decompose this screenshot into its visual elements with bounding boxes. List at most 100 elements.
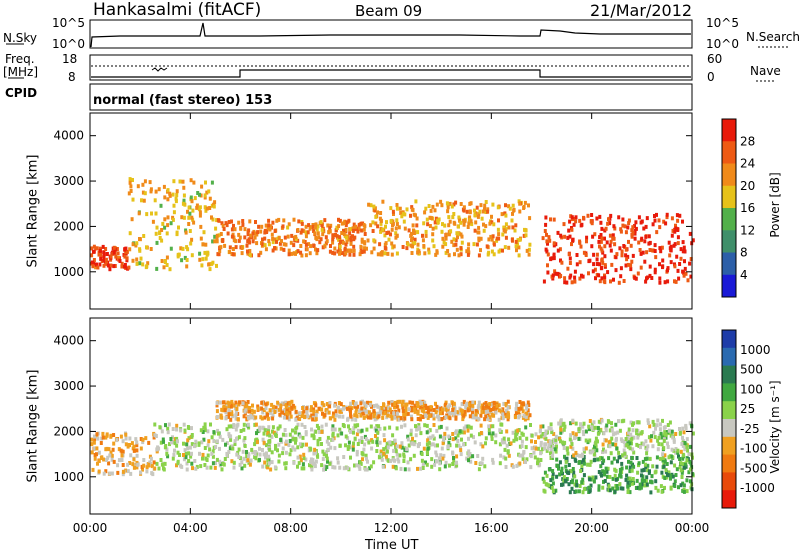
data-cell [390,241,394,246]
data-cell [640,430,644,435]
data-cell [309,244,313,249]
data-cell [368,466,371,471]
data-cell [539,458,543,462]
data-cell [445,426,449,431]
data-cell [675,467,679,472]
colorbar-swatch [722,330,736,349]
data-cell [313,447,317,452]
data-cell [456,433,460,438]
data-cell [204,242,208,247]
data-cell [642,226,646,231]
data-cell [462,222,466,227]
data-cell [600,226,604,231]
data-cell [344,223,348,228]
data-cell [644,479,648,484]
data-cell [507,413,510,418]
data-cell [241,219,245,223]
data-cell [397,408,401,413]
data-cell [382,407,386,412]
data-cell [240,466,244,471]
data-cell [238,456,242,461]
data-cell [331,465,335,470]
data-cell [109,450,113,455]
data-cell [411,223,415,228]
data-cell [328,226,332,231]
data-cell [149,461,153,466]
data-cell [554,271,558,276]
data-cell [679,449,683,454]
data-cell [169,221,173,226]
colorbar-swatch [722,208,736,231]
y-tick-label: 2000 [53,424,84,438]
data-cell [578,276,582,281]
data-cell [459,220,463,225]
data-cell [149,189,153,194]
data-cell [486,417,490,422]
data-cell [667,470,671,475]
data-cell [237,238,241,243]
data-cell [604,449,608,454]
data-cell [369,223,373,228]
data-cell [295,425,299,430]
data-cell [313,461,317,466]
data-cell [479,236,483,241]
data-cell [522,450,526,454]
data-cell [686,278,690,283]
data-cell [590,244,594,249]
data-cell [373,426,377,431]
data-cell [100,455,104,460]
data-cell [515,463,519,468]
data-cell [517,410,521,415]
data-cell [340,231,344,235]
data-cell [423,400,427,405]
data-cell [621,223,625,228]
data-cell [335,225,339,230]
data-cell [227,414,231,419]
data-cell [582,421,586,426]
data-cell [362,415,366,420]
data-cell [569,469,573,474]
data-cell [674,447,678,451]
data-cell [448,201,452,206]
data-cell [604,428,608,433]
data-cell [135,440,139,445]
data-cell [618,482,622,487]
data-cell [623,443,627,448]
data-cell [600,265,604,270]
data-cell [323,464,327,469]
data-cell [631,477,635,481]
data-cell [230,219,233,224]
data-cell [148,454,152,459]
data-cell [543,470,547,475]
data-cell [570,227,574,232]
data-cell [299,244,303,248]
data-cell [643,457,647,462]
data-cell [248,249,252,253]
data-cell [292,460,296,465]
data-cell [522,413,526,418]
data-cell [211,449,215,454]
data-cell [394,442,397,447]
data-cell [277,407,281,412]
data-cell [630,234,634,239]
data-cell [460,234,464,239]
data-cell [684,426,688,431]
data-cell [564,459,568,464]
data-cell [331,240,335,245]
data-cell [530,439,533,444]
data-cell [541,424,545,429]
data-cell [573,474,577,479]
data-cell [416,401,419,406]
data-cell [507,225,511,230]
data-cell [516,428,520,433]
data-cell [124,432,128,437]
data-cell [450,204,454,209]
data-cell [307,242,311,247]
data-cell [673,484,677,488]
data-cell [582,447,586,452]
data-cell [201,242,205,247]
data-cell [387,400,391,405]
data-cell [222,462,226,467]
data-cell [235,406,239,411]
data-cell [405,207,409,212]
